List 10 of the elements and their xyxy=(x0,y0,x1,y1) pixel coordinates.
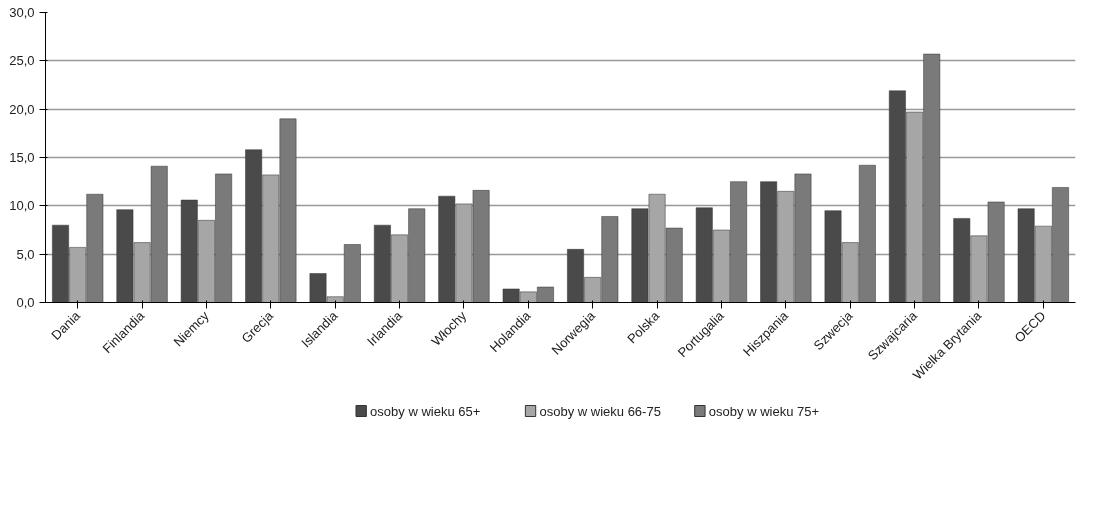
y-tick-label: 15,0 xyxy=(9,150,35,165)
legend-label: osoby w wieku 75+ xyxy=(708,403,820,419)
y-tick-label: 30,0 xyxy=(9,5,35,20)
legend-label: osoby w wieku 66-75 xyxy=(539,403,661,419)
y-tick-label: 25,0 xyxy=(9,53,35,69)
y-tick-label: 5,0 xyxy=(16,246,35,262)
legend-label: osoby w wieku 65+ xyxy=(370,403,481,419)
y-tick-label: 10,0 xyxy=(9,198,35,214)
y-tick-label: 20,0 xyxy=(9,101,35,117)
y-tick-label: 0,0 xyxy=(16,295,35,310)
